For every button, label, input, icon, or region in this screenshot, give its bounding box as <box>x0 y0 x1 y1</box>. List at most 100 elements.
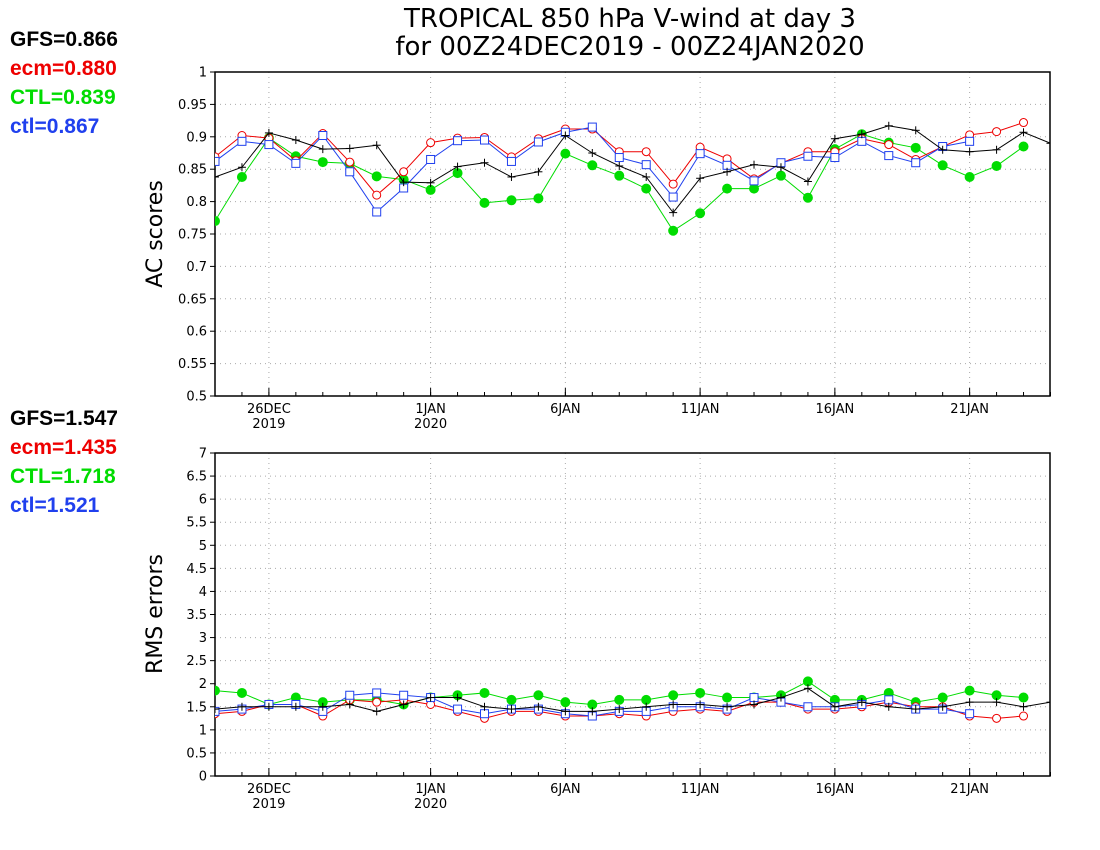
data-point-dot <box>695 687 706 698</box>
data-point-square <box>237 136 247 146</box>
x-tick-label: 6JAN <box>550 782 581 797</box>
data-point-plus <box>642 172 651 181</box>
data-point-square <box>965 709 975 719</box>
data-point-dot <box>215 216 220 227</box>
data-point-dot <box>668 690 679 701</box>
data-point-plus <box>750 700 759 709</box>
y-tick-label: 0.9 <box>186 130 207 145</box>
x-tick-label: 6JAN <box>550 402 581 417</box>
data-point-plus <box>291 136 300 145</box>
data-point-dot <box>1018 692 1029 703</box>
data-point-square <box>587 122 597 132</box>
x-tick-label: 11JAN <box>681 402 720 417</box>
data-point-circle <box>641 147 651 157</box>
data-point-square <box>803 151 813 161</box>
data-point-plus <box>426 693 435 702</box>
x-tick-label: 11JAN <box>681 782 720 797</box>
data-point-circle <box>1019 118 1029 128</box>
legend-item-ctl-lower: ctl=0.867 <box>10 115 100 138</box>
data-point-square <box>911 158 921 168</box>
data-point-dot <box>668 225 679 236</box>
x-tick-year-label: 2019 <box>252 417 285 432</box>
data-point-circle <box>399 167 409 177</box>
data-point-dot <box>722 692 733 703</box>
y-tick-label: 7 <box>199 447 207 462</box>
data-point-square <box>857 136 867 146</box>
data-point-square <box>453 136 463 146</box>
x-tick-label: 21JAN <box>950 782 989 797</box>
data-point-plus <box>1019 128 1028 137</box>
data-point-square <box>533 137 543 147</box>
series-line <box>215 125 1050 214</box>
data-point-square <box>884 695 894 705</box>
data-point-dot <box>802 192 813 203</box>
data-point-plus <box>399 700 408 709</box>
data-point-dot <box>910 142 921 153</box>
x-tick-label: 16JAN <box>815 402 854 417</box>
data-point-dot <box>533 690 544 701</box>
data-point-plus <box>264 702 273 711</box>
data-point-plus <box>669 700 678 709</box>
data-point-plus <box>884 121 893 130</box>
data-point-dot <box>560 697 571 708</box>
data-point-circle <box>345 157 355 167</box>
data-point-circle <box>992 713 1002 723</box>
data-point-plus <box>237 163 246 172</box>
data-point-dot <box>236 171 247 182</box>
data-point-square <box>668 192 678 202</box>
data-point-square <box>884 151 894 161</box>
data-point-plus <box>696 174 705 183</box>
data-point-dot <box>236 687 247 698</box>
legend-item-ctl-lower: ctl=1.521 <box>10 494 100 517</box>
data-point-circle <box>372 697 382 707</box>
data-point-dot <box>506 694 517 705</box>
data-point-square <box>399 690 409 700</box>
x-tick-label: 26DEC <box>247 782 291 797</box>
legend-item-ecm: ecm=1.435 <box>10 436 117 459</box>
data-point-dot <box>587 160 598 171</box>
data-point-plus <box>237 702 246 711</box>
x-tick-label: 26DEC <box>247 402 291 417</box>
y-tick-label: 0.95 <box>178 98 207 113</box>
y-tick-label: 0.55 <box>178 357 207 372</box>
data-point-plus <box>857 130 866 139</box>
data-point-square <box>641 160 651 170</box>
data-point-plus <box>615 705 624 714</box>
data-point-plus <box>1046 698 1050 707</box>
y-tick-label: 6 <box>199 493 207 508</box>
data-point-square <box>345 167 355 177</box>
series-gfs <box>215 684 1050 716</box>
data-point-square <box>215 156 220 166</box>
data-point-plus <box>911 126 920 135</box>
data-point-square <box>803 702 813 712</box>
data-point-plus <box>561 131 570 140</box>
data-point-dot <box>695 208 706 219</box>
data-point-plus <box>830 134 839 143</box>
data-point-plus <box>1046 139 1050 148</box>
data-point-plus <box>938 702 947 711</box>
legend-rms-errors: GFS=1.547 ecm=1.435 CTL=1.718 ctl=1.521 <box>10 404 118 520</box>
data-point-square <box>965 136 975 146</box>
data-point-square <box>830 153 840 163</box>
y-tick-label: 0.65 <box>178 292 207 307</box>
data-point-plus <box>480 158 489 167</box>
data-point-plus <box>911 705 920 714</box>
data-point-plus <box>938 145 947 154</box>
x-tick-label: 1JAN <box>415 402 446 417</box>
data-point-plus <box>642 702 651 711</box>
data-point-square <box>291 158 301 168</box>
data-point-square <box>749 693 759 703</box>
data-point-circle <box>992 127 1002 137</box>
data-point-square <box>264 140 274 150</box>
y-axis-label: AC scores <box>143 180 168 288</box>
x-tick-label: 16JAN <box>815 782 854 797</box>
data-point-plus <box>215 705 219 714</box>
data-point-dot <box>371 171 382 182</box>
y-axis-label: RMS errors <box>143 554 168 674</box>
legend-item-gfs: GFS=1.547 <box>10 407 118 430</box>
data-point-plus <box>615 161 624 170</box>
data-point-dot <box>317 157 328 168</box>
series-gfs <box>215 121 1050 217</box>
data-point-square <box>318 131 328 141</box>
data-point-square <box>372 207 382 217</box>
